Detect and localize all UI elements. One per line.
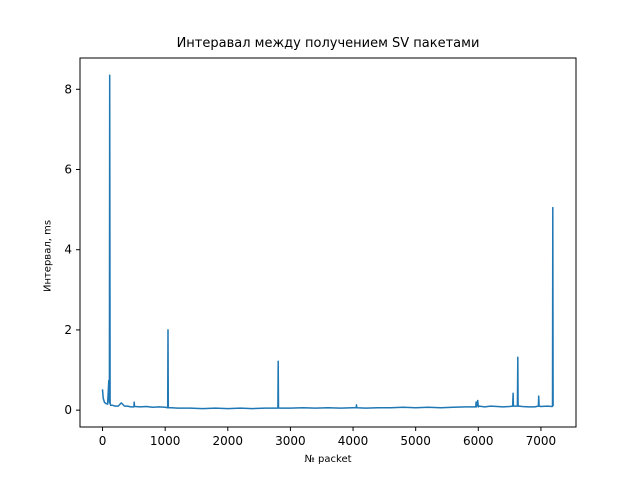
y-tick-label: 6 — [64, 163, 72, 177]
series-line-0 — [101, 74, 554, 410]
x-axis-label: № packet — [304, 454, 352, 465]
x-tick-label: 7000 — [526, 434, 557, 448]
x-tick-label: 1000 — [150, 434, 181, 448]
y-tick-label: 0 — [64, 403, 72, 417]
y-tick-label: 4 — [64, 243, 72, 257]
x-tick-label: 5000 — [400, 434, 431, 448]
axes-frame — [79, 57, 577, 428]
y-tick-label: 2 — [64, 323, 72, 337]
x-tick-label: 6000 — [463, 434, 494, 448]
y-tick-label: 8 — [64, 82, 72, 96]
x-tick-label: 2000 — [213, 434, 244, 448]
x-tick-label: 0 — [99, 434, 107, 448]
x-tick-label: 3000 — [275, 434, 306, 448]
x-tick-label: 4000 — [338, 434, 369, 448]
chart-title: Интеравал между получением SV пакетами — [176, 36, 480, 51]
y-axis-label: Интервал, ms — [42, 219, 54, 293]
